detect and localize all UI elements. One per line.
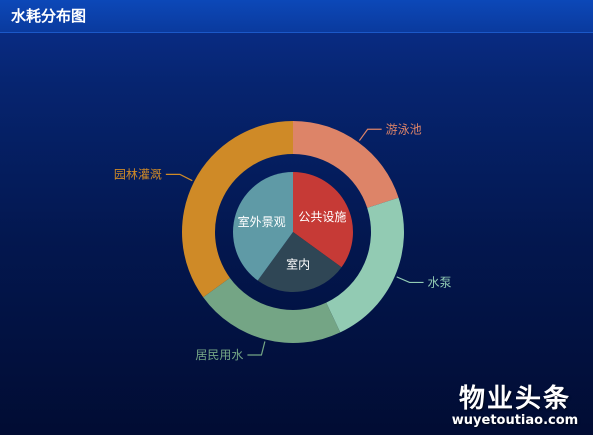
leader-line-3 [165, 173, 193, 182]
watermark-main: 物业头条 [458, 384, 571, 414]
outer-slice-0 [293, 121, 399, 208]
leader-line-2 [247, 341, 266, 356]
chart-title: 水耗分布图 [11, 7, 87, 25]
inner-slice-1 [257, 232, 342, 292]
inner-pie [233, 172, 354, 292]
outer-slice-3 [182, 121, 293, 298]
outer-slice-2 [203, 277, 341, 343]
outer-label-2: 居民用水 [195, 348, 243, 362]
outer-label-1: 水泵 [428, 275, 452, 289]
title-bar: 水耗分布图 [0, 0, 593, 33]
inner-label-0: 公共设施 [298, 210, 346, 224]
outer-ring [182, 121, 404, 343]
outer-label-0: 游泳池 [386, 122, 422, 136]
watermark-sub: wuyetoutiao.com [451, 413, 579, 428]
inner-slice-0 [293, 172, 354, 268]
inner-slice-2 [233, 172, 293, 281]
watermark: 物业头条 wuyetoutiao.com [440, 378, 590, 428]
inner-label-2: 室外景观 [238, 214, 286, 229]
label-leaders [165, 128, 424, 356]
leader-line-0 [358, 128, 382, 141]
inner-label-1: 室内 [286, 257, 310, 272]
leader-line-1 [396, 276, 424, 284]
outer-label-3: 园林灌溉 [114, 167, 162, 181]
outer-slice-1 [326, 197, 404, 333]
